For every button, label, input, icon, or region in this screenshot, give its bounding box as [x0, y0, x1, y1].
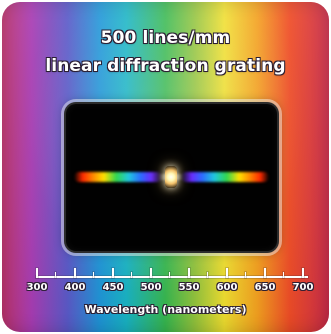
scale-tick — [302, 268, 304, 278]
scale-tick — [188, 268, 190, 278]
scale-minor-tick — [169, 272, 170, 278]
scale-minor-tick — [55, 272, 56, 278]
diffraction-grating-card: 500 lines/mm linear diffraction grating … — [2, 2, 329, 332]
scale-label-600: 600 — [216, 282, 238, 293]
scale-label-700: 700 — [292, 282, 314, 293]
wavelength-scale: 300 400 450 500 550 600 650 700 — [27, 264, 313, 293]
scale-tick — [150, 268, 152, 278]
scale-label-550: 550 — [178, 282, 200, 293]
wavelength-caption: Wavelength (nanometers) — [84, 303, 247, 316]
scale-minor-tick — [283, 272, 284, 278]
scale-minor-tick — [245, 272, 246, 278]
scale-tick — [264, 268, 266, 278]
scale-label-650: 650 — [254, 282, 276, 293]
scale-minor-tick — [131, 272, 132, 278]
left-spectrum — [74, 172, 162, 182]
scale-line — [36, 276, 308, 278]
right-spectrum — [181, 172, 269, 182]
title-line-2: linear diffraction grating — [45, 56, 286, 76]
scale-label-450: 450 — [102, 282, 124, 293]
scale-tick — [226, 268, 228, 278]
scale-minor-tick — [93, 272, 94, 278]
scale-tick — [74, 268, 76, 278]
diffraction-window — [64, 102, 279, 253]
scale-tick — [112, 268, 114, 278]
scale-label-500: 500 — [140, 282, 162, 293]
scale-label-400: 400 — [64, 282, 86, 293]
scale-tick — [36, 268, 38, 278]
scale-label-300: 300 — [26, 282, 48, 293]
scale-minor-tick — [207, 272, 208, 278]
center-light — [165, 166, 177, 188]
title-line-1: 500 lines/mm — [100, 28, 231, 48]
